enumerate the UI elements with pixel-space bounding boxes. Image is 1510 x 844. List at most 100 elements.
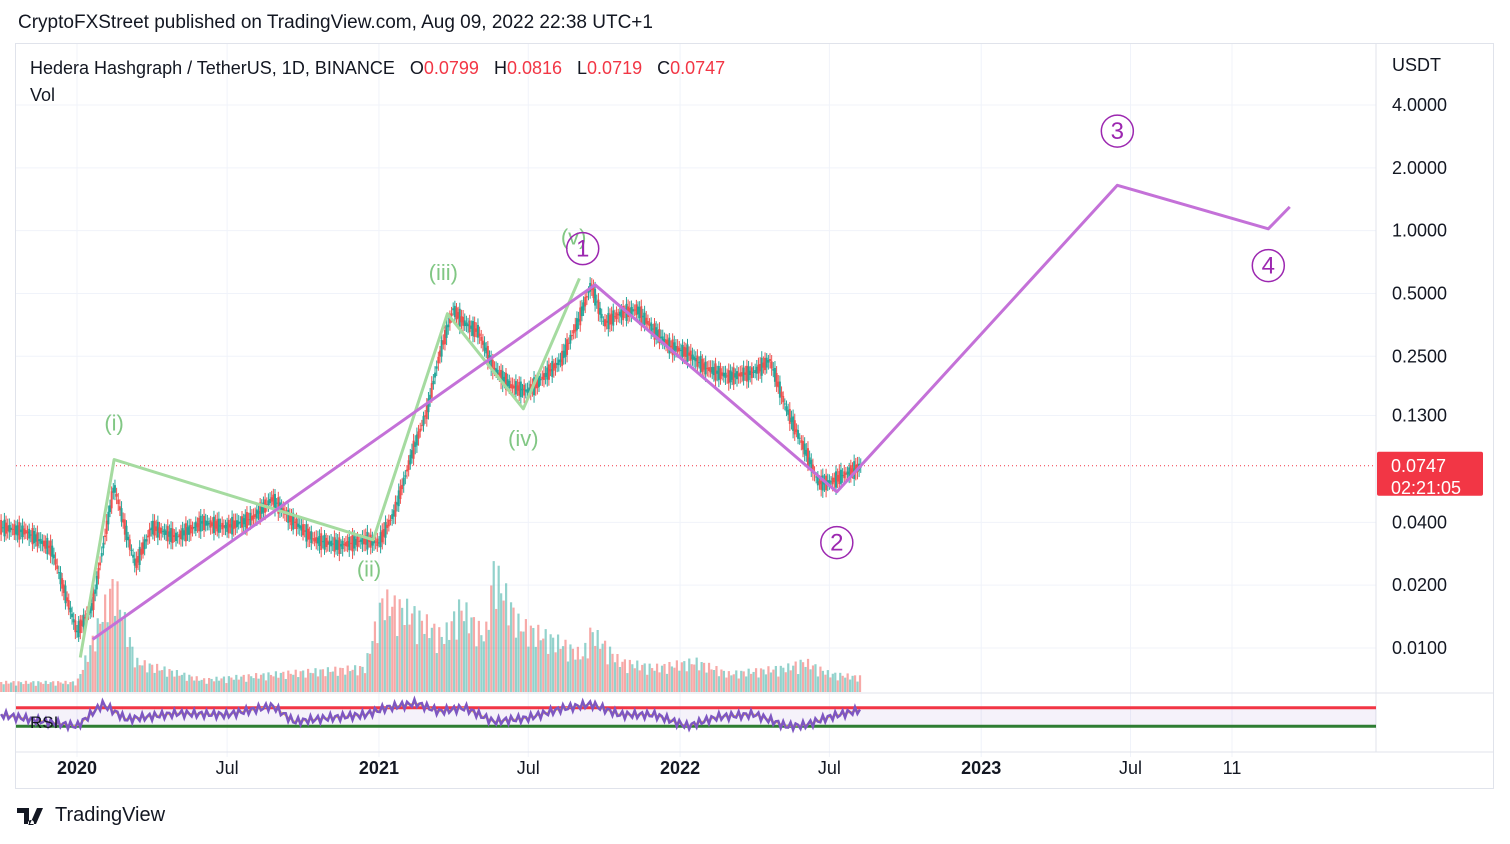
candle-body	[298, 524, 301, 529]
elliott-major-wave-line[interactable]	[91, 183, 1291, 641]
candle-body	[173, 535, 176, 538]
volume-bar	[836, 680, 839, 692]
symbol-name[interactable]: Hedera Hashgraph / TetherUS, 1D, BINANCE	[30, 58, 395, 78]
volume-bar	[737, 678, 740, 692]
major-wave-circle[interactable]	[565, 231, 600, 266]
candle-body	[392, 510, 395, 517]
volume-bar	[623, 659, 626, 692]
volume-bar	[633, 668, 636, 692]
candle-body	[676, 346, 679, 352]
volume-bar	[846, 673, 849, 692]
major-wave-label[interactable]: 2	[830, 530, 843, 557]
volume-bar	[388, 616, 391, 692]
volume-bar	[596, 630, 599, 692]
candle-body	[628, 308, 631, 315]
volume-bar	[336, 675, 339, 692]
volume-bar	[618, 666, 622, 692]
rsi-line[interactable]	[0, 695, 862, 734]
volume-bar	[841, 675, 844, 692]
candle-body	[316, 537, 319, 544]
major-wave-circle[interactable]	[820, 525, 854, 560]
candle-body	[188, 525, 191, 535]
minor-wave-label[interactable]: (ii)	[357, 557, 381, 582]
candle-body	[5, 522, 8, 534]
candle-body	[76, 630, 78, 633]
minor-wave-label[interactable]: (iii)	[429, 260, 458, 285]
volume-bar	[561, 646, 565, 692]
close-value: 0.0747	[670, 58, 726, 78]
candle-body	[475, 328, 478, 332]
candle-body	[518, 381, 521, 396]
volume-bar	[410, 613, 414, 692]
candle-body	[336, 540, 339, 550]
candle-body	[82, 614, 85, 627]
candle-body	[151, 520, 154, 535]
volume-bar	[91, 635, 94, 692]
rsi-label[interactable]: RSI	[30, 713, 58, 732]
major-wave-circle[interactable]	[1251, 248, 1286, 283]
volume-bar	[94, 651, 97, 692]
candle-body	[381, 530, 384, 543]
volume-bar	[591, 632, 594, 692]
candle-body	[775, 372, 778, 387]
candle-body	[28, 528, 31, 539]
volume-bar	[430, 627, 433, 692]
candle-body	[41, 540, 44, 545]
volume-bar	[44, 680, 47, 692]
time-tick-label: Jul	[216, 758, 239, 778]
candle-body	[691, 354, 694, 360]
volume-bar	[532, 627, 535, 692]
candle-body	[46, 537, 49, 555]
candle-body	[255, 509, 258, 519]
major-wave-circle[interactable]	[1100, 114, 1135, 148]
volume-bar	[131, 646, 134, 692]
candle-body	[0, 519, 3, 535]
minor-wave-label[interactable]: (v)	[561, 224, 587, 249]
candle-body	[371, 537, 374, 546]
volume-bar	[655, 663, 659, 692]
candle-body	[161, 531, 164, 533]
elliott-minor-wave-line[interactable]	[78, 277, 581, 658]
minor-wave-label[interactable]: (i)	[104, 411, 124, 436]
candle-body	[505, 372, 507, 390]
volume-bar	[457, 599, 461, 692]
chart-frame[interactable]	[15, 43, 1494, 789]
candle-body	[303, 530, 306, 532]
volume-bar	[297, 677, 300, 692]
volume-bar	[272, 676, 275, 692]
symbol-legend[interactable]: Hedera Hashgraph / TetherUS, 1D, BINANCE…	[30, 58, 725, 79]
candle-body	[564, 344, 567, 357]
volume-bar	[326, 667, 329, 692]
volume-bar	[215, 676, 218, 692]
minor-wave-label[interactable]: (iv)	[508, 426, 539, 451]
volume-bar	[720, 669, 723, 692]
candle-body	[137, 556, 140, 563]
candle-body	[706, 367, 709, 370]
volume-bar	[703, 662, 706, 692]
candle-body	[645, 317, 648, 324]
volume-bar	[212, 681, 216, 692]
major-wave-label[interactable]: 4	[1262, 253, 1275, 280]
volume-indicator-label[interactable]: Vol	[30, 85, 56, 105]
candle-body	[658, 329, 661, 344]
volume-bar	[7, 683, 10, 692]
volume-bar	[329, 671, 332, 692]
volume-bar	[745, 676, 748, 692]
volume-bar	[393, 595, 396, 692]
volume-bar	[116, 581, 119, 692]
major-wave-label[interactable]: 3	[1111, 118, 1124, 145]
candle-body	[772, 368, 775, 371]
candle-body	[701, 358, 704, 372]
major-wave-label[interactable]: 1	[576, 236, 589, 263]
candle-body	[575, 318, 578, 331]
candle-body	[707, 367, 710, 371]
volume-bar	[497, 565, 500, 692]
candle-body	[219, 525, 222, 527]
volume-bar	[470, 617, 473, 692]
candle-body	[104, 535, 107, 538]
footer-branding[interactable]: TradingView	[17, 804, 165, 827]
candle-body	[442, 340, 445, 345]
candle-body	[541, 376, 544, 380]
candle-body	[3, 519, 6, 537]
